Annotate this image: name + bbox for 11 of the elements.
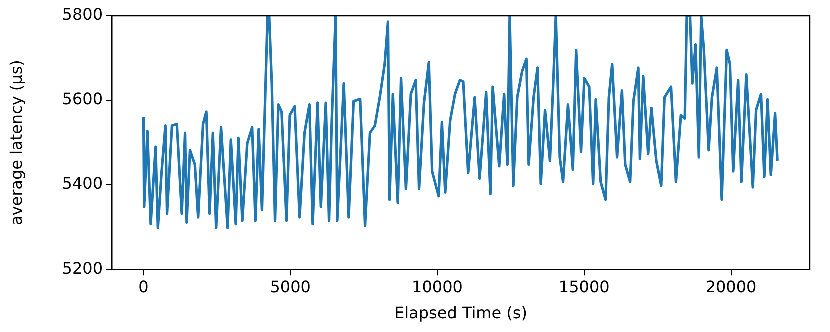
y-tick-label: 5800	[62, 5, 103, 24]
x-tick-label: 15000	[558, 277, 610, 296]
y-tick-label: 5400	[62, 174, 103, 194]
y-tick-label: 5600	[62, 90, 103, 109]
y-axis-title: average latency (µs)	[6, 60, 26, 226]
y-tick-label: 5200	[62, 258, 103, 278]
x-tick-label: 0	[138, 277, 149, 296]
x-tick-label: 10000	[412, 277, 463, 296]
x-axis-title: Elapsed Time (s)	[394, 304, 528, 323]
x-tick-label: 20000	[706, 277, 757, 296]
x-tick-label: 5000	[270, 277, 311, 296]
